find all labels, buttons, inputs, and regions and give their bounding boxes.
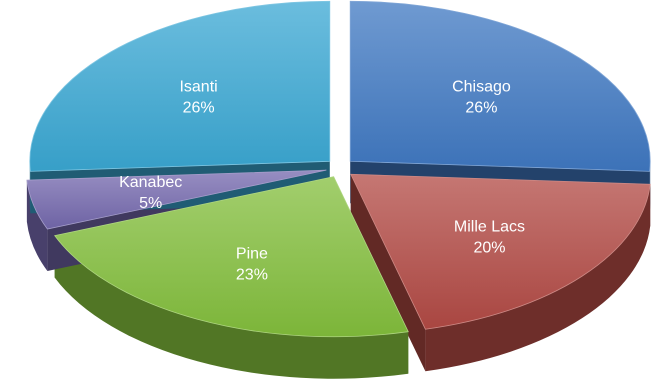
pie-percent-pine: 23% [236,266,268,283]
pie-slice-isanti [29,0,331,172]
pie-label-isanti: Isanti [179,79,217,96]
pie-label-pine: Pine [236,245,268,262]
pie-percent-chisago: 26% [465,100,497,117]
pie-percent-isanti: 26% [183,100,215,117]
pie-slice-wall-mille-lacs-1 [350,174,426,372]
pie-slice-kanabec [26,169,327,230]
pie-label-mille-lacs: Mille Lacs [454,218,525,235]
pie-slice-rim-mille-lacs [425,184,651,372]
pie-label-chisago: Chisago [452,79,511,96]
pie-slice-mille-lacs [350,173,651,330]
pie-label-kanabec: Kanabec [119,174,182,191]
pie-slice-rim-pine [54,235,409,379]
pie-slice-pine [54,176,409,338]
pie-percent-kanabec: 5% [139,195,162,212]
pie-percent-mille-lacs: 20% [473,239,505,256]
pie-slice-chisago [349,0,651,172]
